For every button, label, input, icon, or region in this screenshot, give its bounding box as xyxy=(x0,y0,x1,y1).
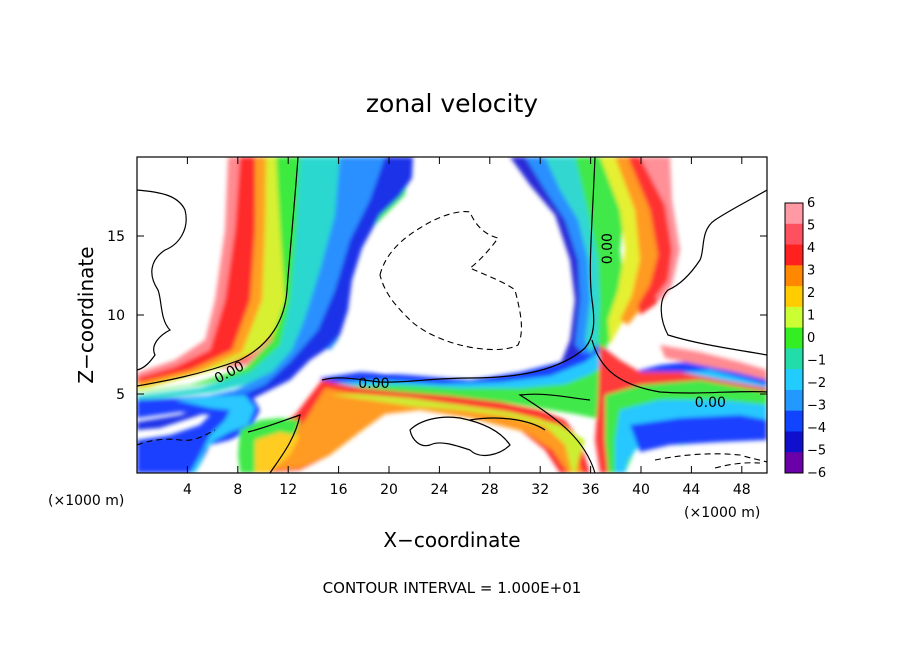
contour-zero-left xyxy=(137,157,299,387)
x-tick-label: 12 xyxy=(279,482,297,498)
colorbar-swatch xyxy=(785,223,803,246)
x-axis-label: X−coordinate xyxy=(383,528,520,552)
field-band-left-blue xyxy=(137,157,412,418)
y-axis-label: Z−coordinate xyxy=(74,246,98,383)
colorbar-label: 6 xyxy=(807,196,815,211)
contour-interval-label: CONTOUR INTERVAL = 1.000E+01 xyxy=(323,579,582,597)
x-tick-label: 24 xyxy=(430,482,448,498)
x-tick-label: 4 xyxy=(183,482,192,498)
contour-zero-lower-diagonal xyxy=(518,393,596,473)
colorbar-swatch xyxy=(785,369,803,391)
contour-dashed-lower-left xyxy=(137,429,216,446)
solid-contours xyxy=(137,157,767,473)
colorbar-swatch xyxy=(785,306,803,329)
x-tick-label: 8 xyxy=(233,482,242,498)
colorbar-swatch xyxy=(785,431,803,453)
contour-lower-middle xyxy=(409,416,511,457)
x-axis-ticks: 4 8 12 16 20 24 28 32 36 40 44 48 xyxy=(183,157,751,498)
colorbar-label: −2 xyxy=(807,376,826,391)
x-tick-label: 32 xyxy=(531,482,549,498)
field-band-mid-green xyxy=(340,368,767,420)
field-band-right-pink xyxy=(640,157,680,300)
contour-label: 0.00 xyxy=(358,376,389,392)
colorbar-swatch xyxy=(785,203,803,225)
x-tick-label: 48 xyxy=(733,482,751,498)
x-tick-label: 16 xyxy=(330,482,348,498)
colorbar-frame xyxy=(784,202,804,474)
colorbar-label: 4 xyxy=(807,241,815,256)
dashed-contours xyxy=(137,211,767,469)
y-tick-label: 10 xyxy=(107,308,125,324)
colorbar-label: −4 xyxy=(807,421,826,436)
colorbar-label: −6 xyxy=(807,466,826,481)
colorbar-label: −5 xyxy=(807,444,826,459)
colorbar-label: 5 xyxy=(807,219,815,234)
y-tick-label: 15 xyxy=(107,229,125,245)
field-band-lower-yellow xyxy=(330,394,585,473)
colorbar-label: 3 xyxy=(807,264,815,279)
x-tick-label: 28 xyxy=(481,482,499,498)
contour-label-text: 0.00 xyxy=(600,233,616,264)
contour-label: 0.00 xyxy=(695,395,726,411)
colorbar-swatch xyxy=(785,389,803,412)
contour-dashed-upper-center xyxy=(379,211,522,351)
contour-upper-right xyxy=(660,189,767,356)
contour-upper-left xyxy=(137,189,187,371)
field-band-lower-right-blue xyxy=(630,415,767,452)
colorbar-label: −3 xyxy=(807,399,826,414)
colorbar-swatch xyxy=(785,410,803,432)
contour-label-text: 0.00 xyxy=(695,395,726,411)
field-band-right-bottom-pink xyxy=(660,345,767,380)
colorbar-swatch xyxy=(785,452,803,474)
x-tick-label: 40 xyxy=(632,482,650,498)
contour-zero-low xyxy=(247,414,301,473)
colorbar-label: −1 xyxy=(807,354,826,369)
colorbar-swatch xyxy=(785,348,803,370)
field-band-lower-left-cyan xyxy=(175,395,255,473)
colorbar-label: 1 xyxy=(807,309,815,324)
contour-label: 0.00 xyxy=(600,233,616,264)
z-unit-label: (×1000 m) xyxy=(48,493,124,509)
colorbar-swatch xyxy=(785,327,803,349)
contour-lower-center xyxy=(469,417,546,431)
field-band-lower-right-flank xyxy=(595,345,767,473)
plot-area: 0.00 0.000.000.00 xyxy=(137,157,767,473)
x-tick-label: 44 xyxy=(682,482,700,498)
colorbar-swatch xyxy=(785,286,803,308)
y-tick-label: 5 xyxy=(116,387,125,403)
colorbar-swatch xyxy=(785,244,803,266)
x-unit-label: (×1000 m) xyxy=(684,505,760,521)
contour-dashed-bottom-right xyxy=(714,462,761,469)
x-tick-label: 36 xyxy=(582,482,600,498)
colorbar: 6 5 4 3 2 1 0 −1 −2 −3 −4 −5 −6 xyxy=(784,196,826,481)
contour-label-text: 0.00 xyxy=(358,376,389,392)
x-tick-label: 20 xyxy=(380,482,398,498)
chart-title: zonal velocity xyxy=(366,89,538,118)
field-band-left-navy xyxy=(137,157,413,430)
y-axis-ticks: 5 10 15 xyxy=(107,229,767,403)
contour-dashed-lower-right xyxy=(654,453,767,463)
velocity-field xyxy=(137,157,767,473)
field-bubble xyxy=(359,336,404,373)
colorbar-label: 2 xyxy=(807,286,815,301)
contour-zero-mid xyxy=(321,157,596,383)
field-band-lower-left-yellow xyxy=(255,432,300,473)
contour-zero-right xyxy=(591,339,767,394)
field-band-left-yellow xyxy=(137,157,292,390)
colorbar-label: 0 xyxy=(807,331,815,346)
colorbar-swatch xyxy=(785,265,803,287)
field-band-lower-orange xyxy=(260,388,582,473)
